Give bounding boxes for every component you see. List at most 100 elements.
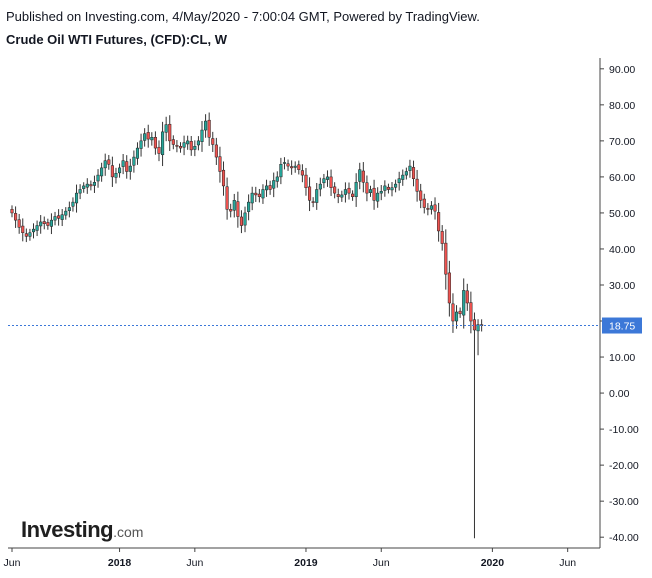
y-tick-label: -20.00 bbox=[609, 460, 639, 472]
candle-body bbox=[250, 192, 254, 204]
x-tick-label: Jun bbox=[373, 557, 390, 569]
candle-body bbox=[318, 183, 322, 190]
candle-body bbox=[437, 212, 441, 232]
candle-body bbox=[472, 319, 477, 331]
candle-body bbox=[440, 231, 444, 244]
y-tick-label: 10.00 bbox=[609, 352, 635, 364]
candle-body bbox=[465, 290, 469, 304]
candle-body bbox=[132, 156, 136, 166]
candle-body bbox=[379, 191, 383, 194]
x-tick-label: Jun bbox=[4, 557, 21, 569]
x-tick-label: 2019 bbox=[294, 557, 318, 569]
candle-body bbox=[429, 205, 433, 210]
x-tick-label: 2020 bbox=[481, 557, 505, 569]
candle-body bbox=[186, 140, 190, 145]
x-tick-label: Jun bbox=[186, 557, 203, 569]
x-tick-label: Jun bbox=[559, 557, 576, 569]
candle-body bbox=[150, 137, 154, 141]
candle-body bbox=[257, 193, 261, 197]
candle-body bbox=[161, 131, 165, 156]
candle-body bbox=[92, 182, 97, 186]
candle-body bbox=[308, 186, 312, 201]
candle-body bbox=[17, 219, 21, 228]
candle-body bbox=[325, 176, 330, 180]
candle-body bbox=[175, 145, 179, 147]
x-tick-label: 2018 bbox=[108, 557, 132, 569]
candle-body bbox=[322, 178, 326, 184]
candle-body bbox=[444, 242, 448, 275]
candle-body bbox=[211, 138, 215, 145]
candle-body bbox=[300, 170, 304, 176]
candle-body bbox=[254, 192, 258, 196]
candle-body bbox=[49, 219, 53, 227]
candle-body bbox=[60, 214, 64, 220]
candle-body bbox=[196, 140, 200, 146]
candle-body bbox=[78, 189, 82, 194]
candle-body bbox=[42, 221, 46, 224]
candle-body bbox=[411, 167, 416, 179]
candle-body bbox=[239, 216, 243, 226]
y-tick-label: -40.00 bbox=[609, 532, 639, 544]
candle-body bbox=[368, 189, 373, 193]
candle-body bbox=[311, 201, 315, 203]
candle-body bbox=[89, 184, 93, 187]
candle-body bbox=[236, 201, 240, 217]
candle-body bbox=[214, 144, 218, 158]
candle-body bbox=[74, 192, 79, 204]
candle-body bbox=[304, 174, 308, 188]
candle-body bbox=[64, 210, 68, 216]
candle-body bbox=[268, 185, 272, 190]
candle-body bbox=[225, 186, 229, 210]
candle-body bbox=[264, 185, 269, 191]
candle-body bbox=[462, 290, 466, 316]
candle-body bbox=[10, 209, 14, 214]
candle-body bbox=[340, 194, 344, 198]
y-tick-label: 40.00 bbox=[609, 244, 635, 256]
y-tick-label: 30.00 bbox=[609, 280, 635, 292]
candle-body bbox=[28, 232, 32, 237]
candle-body bbox=[164, 124, 168, 133]
candle-body bbox=[107, 159, 111, 165]
candle-body bbox=[218, 156, 222, 172]
candle-body bbox=[207, 119, 211, 138]
last-price-label-group: 18.75 bbox=[602, 317, 642, 334]
candle-body bbox=[57, 215, 61, 219]
candle-body bbox=[243, 212, 247, 226]
candle-body bbox=[139, 140, 143, 149]
y-tick-label: 0.00 bbox=[609, 388, 630, 400]
candle-body bbox=[232, 200, 236, 211]
candle-body bbox=[397, 178, 401, 184]
candle-body bbox=[125, 161, 129, 172]
candle-body bbox=[118, 167, 122, 174]
candle-body bbox=[247, 201, 251, 212]
candle-body bbox=[157, 146, 161, 154]
candle-body bbox=[426, 208, 430, 210]
candle-body bbox=[408, 165, 412, 171]
candle-body bbox=[275, 176, 279, 182]
candle-body bbox=[433, 204, 437, 212]
candle-body bbox=[171, 139, 175, 145]
candle-body bbox=[354, 182, 358, 197]
candle-body bbox=[121, 160, 125, 167]
logo-suffix: .com bbox=[113, 524, 144, 540]
candle-body bbox=[336, 194, 340, 197]
y-axis: 90.0080.0070.0060.0050.0040.0030.0020.00… bbox=[600, 64, 639, 544]
candle-body bbox=[272, 180, 276, 189]
candle-body bbox=[14, 213, 18, 221]
candle-body bbox=[46, 222, 50, 226]
candle-body bbox=[454, 311, 459, 322]
candle-body bbox=[297, 164, 301, 170]
candle-body bbox=[182, 142, 186, 148]
last-price-label: 18.75 bbox=[609, 321, 635, 333]
candle-body bbox=[168, 123, 172, 142]
candle-body bbox=[386, 186, 390, 190]
y-tick-label: 80.00 bbox=[609, 100, 635, 112]
candle-body bbox=[221, 169, 226, 187]
candle-body bbox=[447, 272, 451, 304]
candle-body bbox=[404, 171, 408, 176]
candle-body bbox=[200, 129, 204, 142]
candle-body bbox=[229, 209, 233, 212]
candle-body bbox=[100, 167, 104, 177]
candle-body bbox=[376, 192, 380, 202]
